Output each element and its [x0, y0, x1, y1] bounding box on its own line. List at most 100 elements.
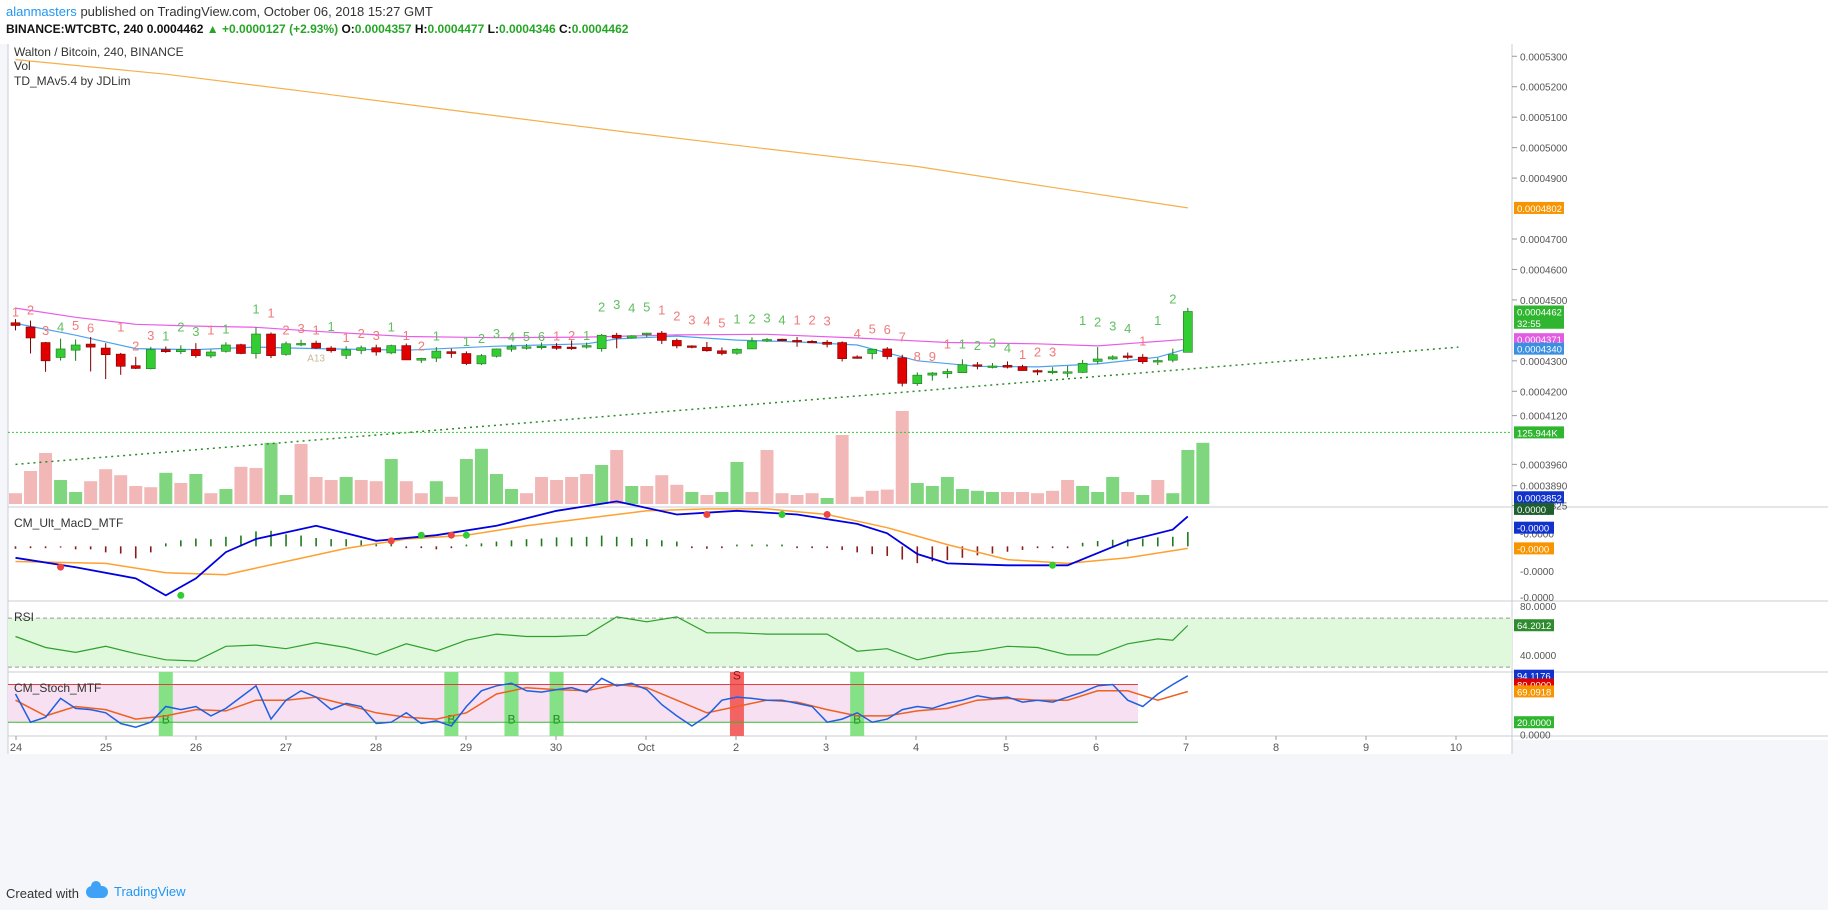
macd-cross-dot	[417, 531, 425, 539]
time-tick-label: 27	[280, 742, 292, 754]
macd-histogram-bar	[766, 544, 768, 547]
td-count-label: 7	[899, 329, 906, 344]
td-count-label: 3	[192, 324, 199, 339]
volume-bar	[249, 468, 263, 504]
stoch-signal-bar	[504, 672, 519, 736]
volume-bar	[820, 498, 834, 504]
candle-body	[1017, 366, 1028, 371]
macd-histogram-bar	[59, 546, 62, 548]
macd-histogram-bar	[751, 544, 753, 547]
candle-body	[927, 372, 938, 376]
candle-body	[1047, 370, 1058, 373]
volume-bar	[850, 496, 864, 504]
stoch-signal-bar	[444, 672, 459, 736]
candle-body	[702, 347, 712, 352]
price-tag-label: 0.0004802	[1517, 204, 1562, 215]
macd-histogram-bar	[14, 546, 17, 549]
td-count-label: 4	[1004, 340, 1011, 355]
td-count-label: 6	[884, 322, 891, 337]
macd-histogram-bar	[525, 539, 528, 547]
price-axis-background	[1512, 44, 1828, 740]
td-count-label: 4	[628, 301, 635, 316]
price-tick-label: 0.0004300	[1520, 357, 1568, 368]
volume-bar	[715, 492, 729, 504]
high-value: 0.0004477	[427, 22, 485, 36]
ma-mid-line	[15, 307, 1188, 347]
volume-bar	[129, 486, 143, 504]
macd-value-tag	[1514, 502, 1554, 515]
price-tag-label: 125.944K	[1517, 428, 1558, 439]
macd-histogram-bar	[89, 546, 92, 550]
td-count-label: 4	[854, 326, 861, 341]
close-value: 0.0004462	[571, 22, 629, 36]
stoch-k-line	[14, 675, 1189, 728]
candle-body	[1137, 356, 1148, 363]
td-count-label: 3	[824, 313, 831, 328]
rsi-tick-label: 80.0000	[1520, 602, 1557, 613]
td-count-label: 3	[42, 323, 49, 338]
td-count-label: 1	[1019, 347, 1026, 362]
candle-body	[221, 344, 231, 352]
volume-bar	[865, 490, 879, 504]
candle-body	[732, 348, 742, 354]
td-count-label: 1	[328, 319, 335, 334]
td-count-label: 3	[493, 326, 500, 341]
td-count-label: 3	[1049, 345, 1056, 360]
volume-bar	[384, 459, 398, 504]
volume-bar	[279, 495, 293, 504]
rsi-value-label: 64.2012	[1517, 621, 1551, 632]
volume-bar	[114, 475, 128, 504]
td-count-label: 1	[222, 321, 229, 336]
candle-body	[581, 345, 592, 348]
td-count-label: 1	[388, 320, 395, 335]
macd-histogram-bar	[946, 546, 949, 561]
tradingview-brand[interactable]: TradingView	[86, 880, 186, 899]
td-count-label: 2	[974, 338, 981, 353]
candle-body	[461, 353, 472, 364]
candle-body	[957, 364, 968, 373]
macd-histogram-bar	[1036, 546, 1039, 549]
td-count-label: 8	[914, 349, 921, 364]
volume-bar	[580, 474, 594, 504]
time-tick-label: 3	[823, 742, 829, 754]
legend-title: Walton / Bitcoin, 240, BINANCE	[14, 45, 184, 59]
macd-histogram-bar	[345, 539, 347, 547]
price-tick-label: 0.0004700	[1520, 235, 1568, 246]
macd-histogram-bar	[134, 546, 137, 559]
td-count-label: 2	[132, 338, 139, 353]
td-count-label: 4	[703, 313, 710, 328]
macd-histogram-bar	[1096, 540, 1099, 547]
candle-body	[882, 348, 893, 357]
candle-body	[130, 365, 141, 369]
legend-td: TD_MAv5.4 by JDLim	[14, 74, 130, 88]
candle-body	[506, 346, 517, 350]
volume-bar	[204, 493, 218, 504]
macd-histogram-bar	[119, 546, 122, 554]
candle-body	[145, 349, 156, 370]
volume-bar	[1151, 480, 1165, 504]
macd-value-tag	[1514, 521, 1554, 534]
volume-bar	[219, 489, 233, 504]
volume-bar	[54, 480, 68, 504]
macd-histogram-bar	[931, 546, 934, 562]
candle-body	[837, 342, 847, 359]
volume-bar	[339, 477, 353, 504]
time-tick-label: 9	[1363, 742, 1369, 754]
stoch-signal-bar	[549, 672, 564, 736]
volume-bar	[1031, 493, 1045, 504]
volume-bar	[985, 492, 999, 504]
volume-bar	[670, 484, 684, 504]
candle-body	[1183, 311, 1193, 353]
td-count-label: 1	[343, 330, 350, 345]
macd-histogram-bar	[630, 537, 633, 547]
macd-cross-dot	[177, 591, 185, 599]
author-link[interactable]: alanmasters	[6, 4, 77, 19]
macd-cross-dot	[462, 531, 470, 539]
price-tag-label: 0.0004371	[1517, 335, 1562, 346]
macd-histogram-bar	[285, 534, 287, 547]
time-tick-label: 4	[913, 742, 919, 754]
td-count-label: 6	[87, 320, 94, 335]
volume-bar	[69, 492, 83, 504]
candle-body	[371, 347, 382, 353]
